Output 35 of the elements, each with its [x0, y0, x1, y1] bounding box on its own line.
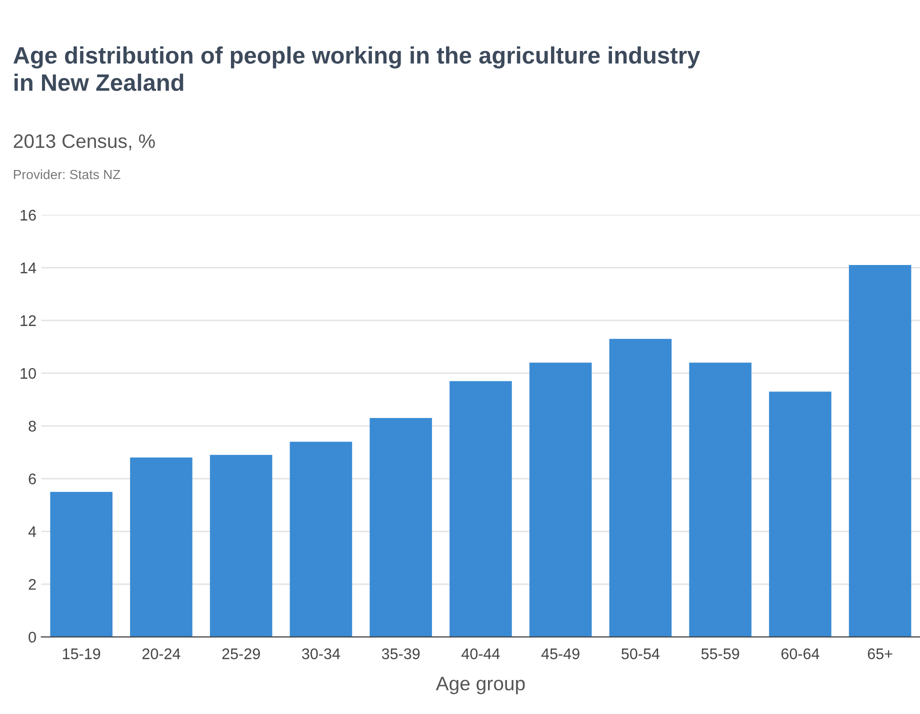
x-axis-title: Age group — [436, 676, 525, 694]
x-tick-label: 15-19 — [62, 648, 100, 660]
bar — [370, 418, 432, 637]
x-tick-label: 50-54 — [622, 648, 660, 660]
x-tick-label: 35-39 — [382, 648, 420, 660]
chart-subtitle: 2013 Census, % — [14, 134, 155, 150]
y-tick-label: 10 — [20, 368, 36, 379]
bar — [769, 392, 832, 637]
bar — [689, 362, 752, 637]
x-tick-label: 25-29 — [222, 648, 260, 660]
x-tick-label: 30-34 — [302, 648, 340, 660]
y-tick-label: 14 — [20, 262, 36, 274]
chart-title: Age distribution of people working in the agriculture industry in New Zealand — [13, 46, 700, 91]
y-tick-label: 0 — [28, 632, 36, 643]
bar — [130, 458, 192, 637]
bar — [50, 492, 112, 637]
x-tick-label: 20-24 — [142, 648, 180, 660]
bar — [290, 442, 352, 637]
x-tick-label: 65+ — [868, 648, 892, 660]
y-tick-label: 2 — [28, 579, 36, 590]
x-tick-label: 40-44 — [462, 648, 500, 660]
y-tick-label: 4 — [28, 526, 36, 537]
bar — [529, 362, 592, 637]
bar — [450, 381, 512, 637]
bar — [848, 265, 912, 637]
bar — [609, 338, 672, 637]
y-tick-label: 12 — [20, 315, 36, 326]
y-tick-label: 16 — [20, 210, 36, 221]
x-tick-label: 60-64 — [781, 648, 820, 660]
text: Provider: Stats NZ — [14, 169, 120, 180]
y-tick-label: 8 — [28, 420, 36, 432]
x-tick-label: 45-49 — [541, 648, 580, 660]
bar — [210, 454, 272, 637]
x-tick-label: 55-59 — [701, 648, 740, 660]
y-tick-label: 6 — [28, 474, 36, 484]
